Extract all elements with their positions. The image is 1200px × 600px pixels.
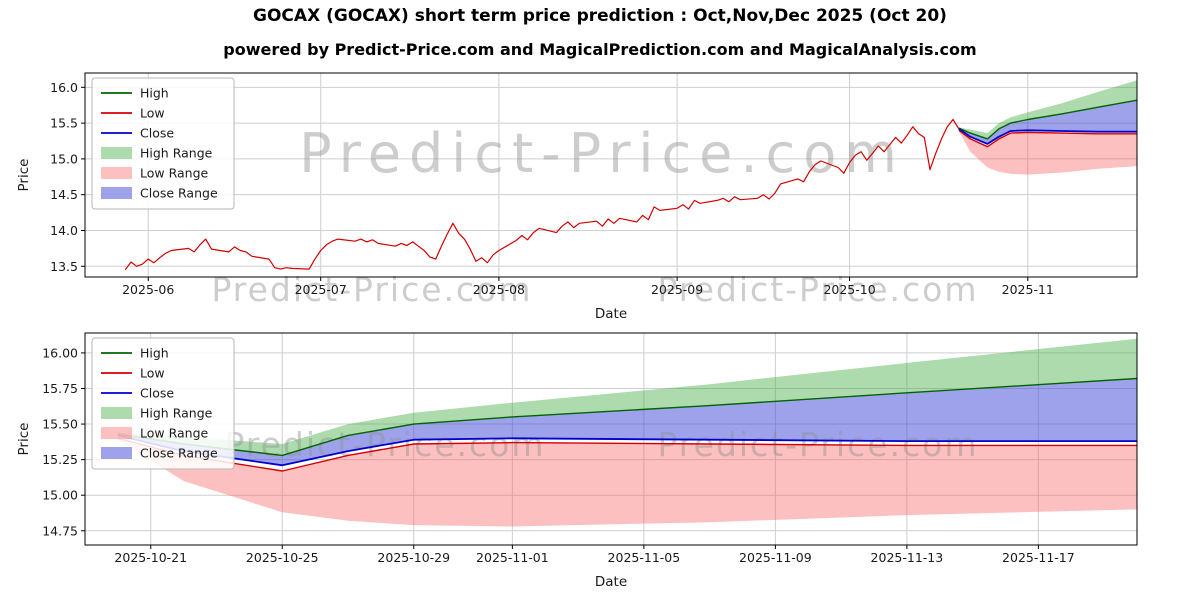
low-range-band bbox=[117, 438, 1137, 527]
high-line-forecast bbox=[958, 99, 1138, 140]
high-range-band bbox=[117, 338, 1137, 456]
y-tick-label: 15.00 bbox=[42, 488, 78, 503]
plot-border bbox=[84, 72, 1138, 278]
y-tick-label: 15.50 bbox=[42, 417, 78, 432]
x-tick-label: 2025-07 bbox=[295, 282, 347, 297]
plot-border bbox=[84, 332, 1138, 546]
legend-label: High Range bbox=[140, 146, 213, 161]
legend-label: Low Range bbox=[140, 426, 209, 441]
legend-label: High bbox=[140, 346, 169, 361]
y-tick-label: 14.75 bbox=[42, 523, 78, 538]
x-tick-label: 2025-11-09 bbox=[739, 550, 812, 565]
legend-label: Close Range bbox=[140, 446, 218, 461]
x-axis-label: Date bbox=[595, 306, 627, 322]
legend-label: Low bbox=[140, 366, 165, 381]
close-range-band bbox=[117, 378, 1137, 466]
y-tick-label: 15.5 bbox=[50, 116, 78, 131]
y-tick-label: 15.0 bbox=[50, 151, 78, 166]
x-tick-label: 2025-11-05 bbox=[608, 550, 681, 565]
legend-patch-swatch bbox=[101, 407, 132, 419]
close-line-forecast bbox=[958, 128, 1137, 145]
watermark-text: Predict-Price.com bbox=[657, 270, 978, 309]
legend-label: Low bbox=[140, 106, 165, 121]
x-tick-label: 2025-11-17 bbox=[1002, 550, 1075, 565]
y-tick-label: 15.75 bbox=[42, 381, 78, 396]
legend-box bbox=[91, 77, 235, 210]
close-range-band bbox=[958, 100, 1137, 144]
high-range-band bbox=[958, 80, 1137, 139]
y-tick-label: 14.0 bbox=[50, 223, 78, 238]
y-tick-label: 16.00 bbox=[42, 345, 78, 360]
legend-label: Close bbox=[140, 386, 174, 401]
x-tick-label: 2025-11-13 bbox=[871, 550, 944, 565]
low-line-history bbox=[124, 118, 960, 271]
legend-patch-swatch bbox=[101, 447, 132, 459]
legend-label: Close Range bbox=[140, 186, 218, 201]
legend-patch-swatch bbox=[101, 187, 132, 199]
y-tick-label: 15.25 bbox=[42, 452, 78, 467]
legend-box bbox=[91, 337, 235, 470]
x-tick-label: 2025-08 bbox=[473, 282, 525, 297]
x-tick-label: 2025-09 bbox=[651, 282, 703, 297]
y-tick-label: 13.5 bbox=[50, 259, 78, 274]
y-tick-label: 14.5 bbox=[50, 187, 78, 202]
y-axis-label: Price bbox=[16, 423, 32, 456]
low-line-forecast bbox=[958, 129, 1137, 148]
legend-label: Close bbox=[140, 126, 174, 141]
x-tick-label: 2025-10-25 bbox=[246, 550, 319, 565]
legend-label: High bbox=[140, 86, 169, 101]
legend-label: Low Range bbox=[140, 166, 209, 181]
legend-patch-swatch bbox=[101, 147, 132, 159]
x-tick-label: 2025-11 bbox=[1002, 282, 1054, 297]
legend-patch-swatch bbox=[101, 167, 132, 179]
x-tick-label: 2025-10-29 bbox=[377, 550, 450, 565]
legend-label: High Range bbox=[140, 406, 213, 421]
low-range-band bbox=[958, 130, 1137, 175]
legend-patch-swatch bbox=[101, 427, 132, 439]
x-tick-label: 2025-06 bbox=[122, 282, 174, 297]
watermark-text: Predict-Price.com bbox=[299, 122, 905, 185]
y-axis-label: Price bbox=[16, 159, 32, 192]
chart-subtitle: powered by Predict-Price.com and Magical… bbox=[223, 40, 977, 59]
x-axis-label: Date bbox=[595, 574, 627, 590]
chart-title: GOCAX (GOCAX) short term price predictio… bbox=[253, 6, 947, 26]
y-tick-label: 16.0 bbox=[50, 80, 78, 95]
forecast-detail-chart: Predict-Price.com Predict-Price.com2025-1… bbox=[16, 332, 1138, 590]
x-tick-label: 2025-10-21 bbox=[114, 550, 187, 565]
x-tick-label: 2025-11-01 bbox=[476, 550, 549, 565]
x-tick-label: 2025-10 bbox=[823, 282, 875, 297]
